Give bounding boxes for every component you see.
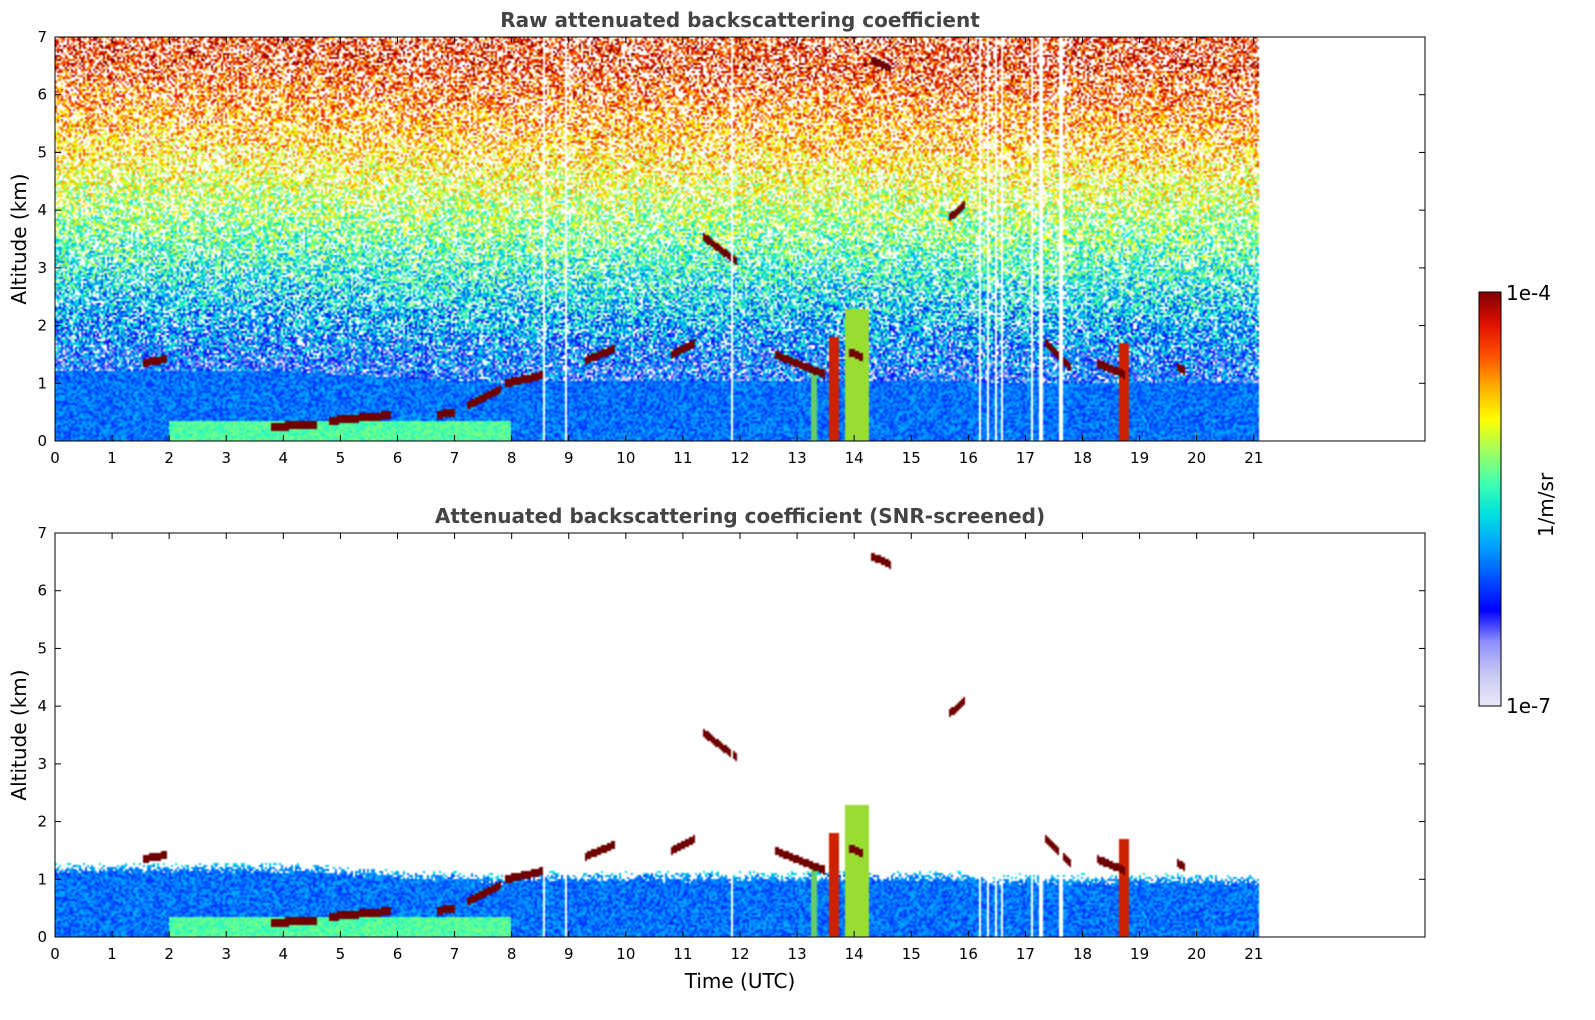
x-tick-label: 0 xyxy=(50,945,60,963)
colorbar-unit-label: 1/m/sr xyxy=(1534,472,1558,537)
x-tick-label: 14 xyxy=(845,449,864,467)
colorbar: 1e-4 1e-7 1/m/sr xyxy=(1478,281,1558,718)
x-tick-label: 12 xyxy=(730,449,749,467)
panel-screened: Attenuated backscattering coefficient (S… xyxy=(7,504,1426,993)
x-tick-label: 5 xyxy=(336,449,346,467)
x-tick-label: 0 xyxy=(50,449,60,467)
x-tick-label: 4 xyxy=(279,945,289,963)
x-tick-label: 3 xyxy=(221,449,231,467)
y-tick-label: 7 xyxy=(37,28,47,46)
colorbar-min-label: 1e-7 xyxy=(1506,694,1551,718)
x-tick-label: 17 xyxy=(1016,945,1035,963)
y-tick-label: 1 xyxy=(37,870,47,888)
y-axis-label-screened: Altitude (km) xyxy=(7,669,31,800)
x-tick-label: 21 xyxy=(1244,449,1263,467)
backscatter-image-raw xyxy=(55,37,1425,441)
x-tick-label: 18 xyxy=(1073,449,1092,467)
y-axis-screened: 0 1 2 3 4 5 6 7 xyxy=(37,524,1425,946)
x-tick-label: 6 xyxy=(393,945,403,963)
x-tick-label: 2 xyxy=(164,449,174,467)
x-tick-label: 10 xyxy=(616,449,635,467)
x-tick-label: 9 xyxy=(564,945,574,963)
y-tick-label: 0 xyxy=(37,928,47,946)
x-tick-label: 7 xyxy=(450,449,460,467)
colorbar-frame xyxy=(1478,291,1502,707)
x-tick-label: 19 xyxy=(1130,945,1149,963)
colorbar-max-label: 1e-4 xyxy=(1506,281,1551,305)
x-tick-label: 14 xyxy=(845,945,864,963)
y-tick-label: 4 xyxy=(37,697,47,715)
x-tick-label: 5 xyxy=(336,945,346,963)
y-tick-label: 3 xyxy=(37,259,47,277)
backscatter-image-screened xyxy=(55,533,1425,937)
x-tick-label: 9 xyxy=(564,449,574,467)
x-tick-label: 19 xyxy=(1130,449,1149,467)
y-tick-label: 4 xyxy=(37,201,47,219)
y-axis-label-raw: Altitude (km) xyxy=(7,173,31,304)
x-tick-label: 11 xyxy=(673,449,692,467)
panel-raw: Raw attenuated backscattering coefficien… xyxy=(7,8,1426,467)
x-tick-label: 17 xyxy=(1016,449,1035,467)
x-tick-label: 12 xyxy=(730,945,749,963)
x-tick-label: 4 xyxy=(279,449,289,467)
y-tick-label: 5 xyxy=(37,639,47,657)
y-tick-label: 0 xyxy=(37,432,47,450)
y-tick-label: 7 xyxy=(37,524,47,542)
x-tick-label: 16 xyxy=(959,945,978,963)
x-tick-label: 13 xyxy=(788,945,807,963)
x-tick-label: 15 xyxy=(902,945,921,963)
panel-title-screened: Attenuated backscattering coefficient (S… xyxy=(435,504,1045,528)
x-tick-label: 1 xyxy=(107,449,117,467)
y-tick-label: 3 xyxy=(37,755,47,773)
x-tick-label: 16 xyxy=(959,449,978,467)
x-tick-label: 13 xyxy=(788,449,807,467)
x-tick-label: 21 xyxy=(1244,945,1263,963)
x-tick-label: 20 xyxy=(1187,449,1206,467)
heatmap-raw xyxy=(55,37,1425,441)
x-tick-label: 18 xyxy=(1073,945,1092,963)
y-axis-raw: 0 1 2 3 4 5 6 7 xyxy=(37,28,1425,450)
y-tick-label: 6 xyxy=(37,582,47,600)
x-tick-label: 15 xyxy=(902,449,921,467)
y-tick-label: 2 xyxy=(37,317,47,335)
x-tick-label: 8 xyxy=(507,945,517,963)
x-tick-label: 20 xyxy=(1187,945,1206,963)
x-tick-label: 7 xyxy=(450,945,460,963)
y-tick-label: 2 xyxy=(37,813,47,831)
y-tick-label: 6 xyxy=(37,86,47,104)
x-tick-label: 6 xyxy=(393,449,403,467)
x-tick-label: 8 xyxy=(507,449,517,467)
x-tick-label: 1 xyxy=(107,945,117,963)
x-tick-label: 3 xyxy=(221,945,231,963)
y-tick-label: 5 xyxy=(37,143,47,161)
y-tick-label: 1 xyxy=(37,374,47,392)
x-tick-label: 10 xyxy=(616,945,635,963)
x-axis-screened: 0 1 2 3 4 5 6 7 8 9 10 11 12 13 14 15 16 17 18 19 20 21 xyxy=(50,533,1263,963)
x-axis-label: Time (UTC) xyxy=(684,969,796,993)
x-tick-label: 2 xyxy=(164,945,174,963)
x-tick-label: 11 xyxy=(673,945,692,963)
heatmap-screened xyxy=(55,533,1425,937)
colorbar-gradient xyxy=(1479,292,1501,706)
panel-title-raw: Raw attenuated backscattering coefficien… xyxy=(500,8,980,32)
x-axis-raw: 0 1 2 3 4 5 6 7 8 9 10 11 12 13 14 15 16 17 18 19 20 21 xyxy=(50,37,1263,467)
